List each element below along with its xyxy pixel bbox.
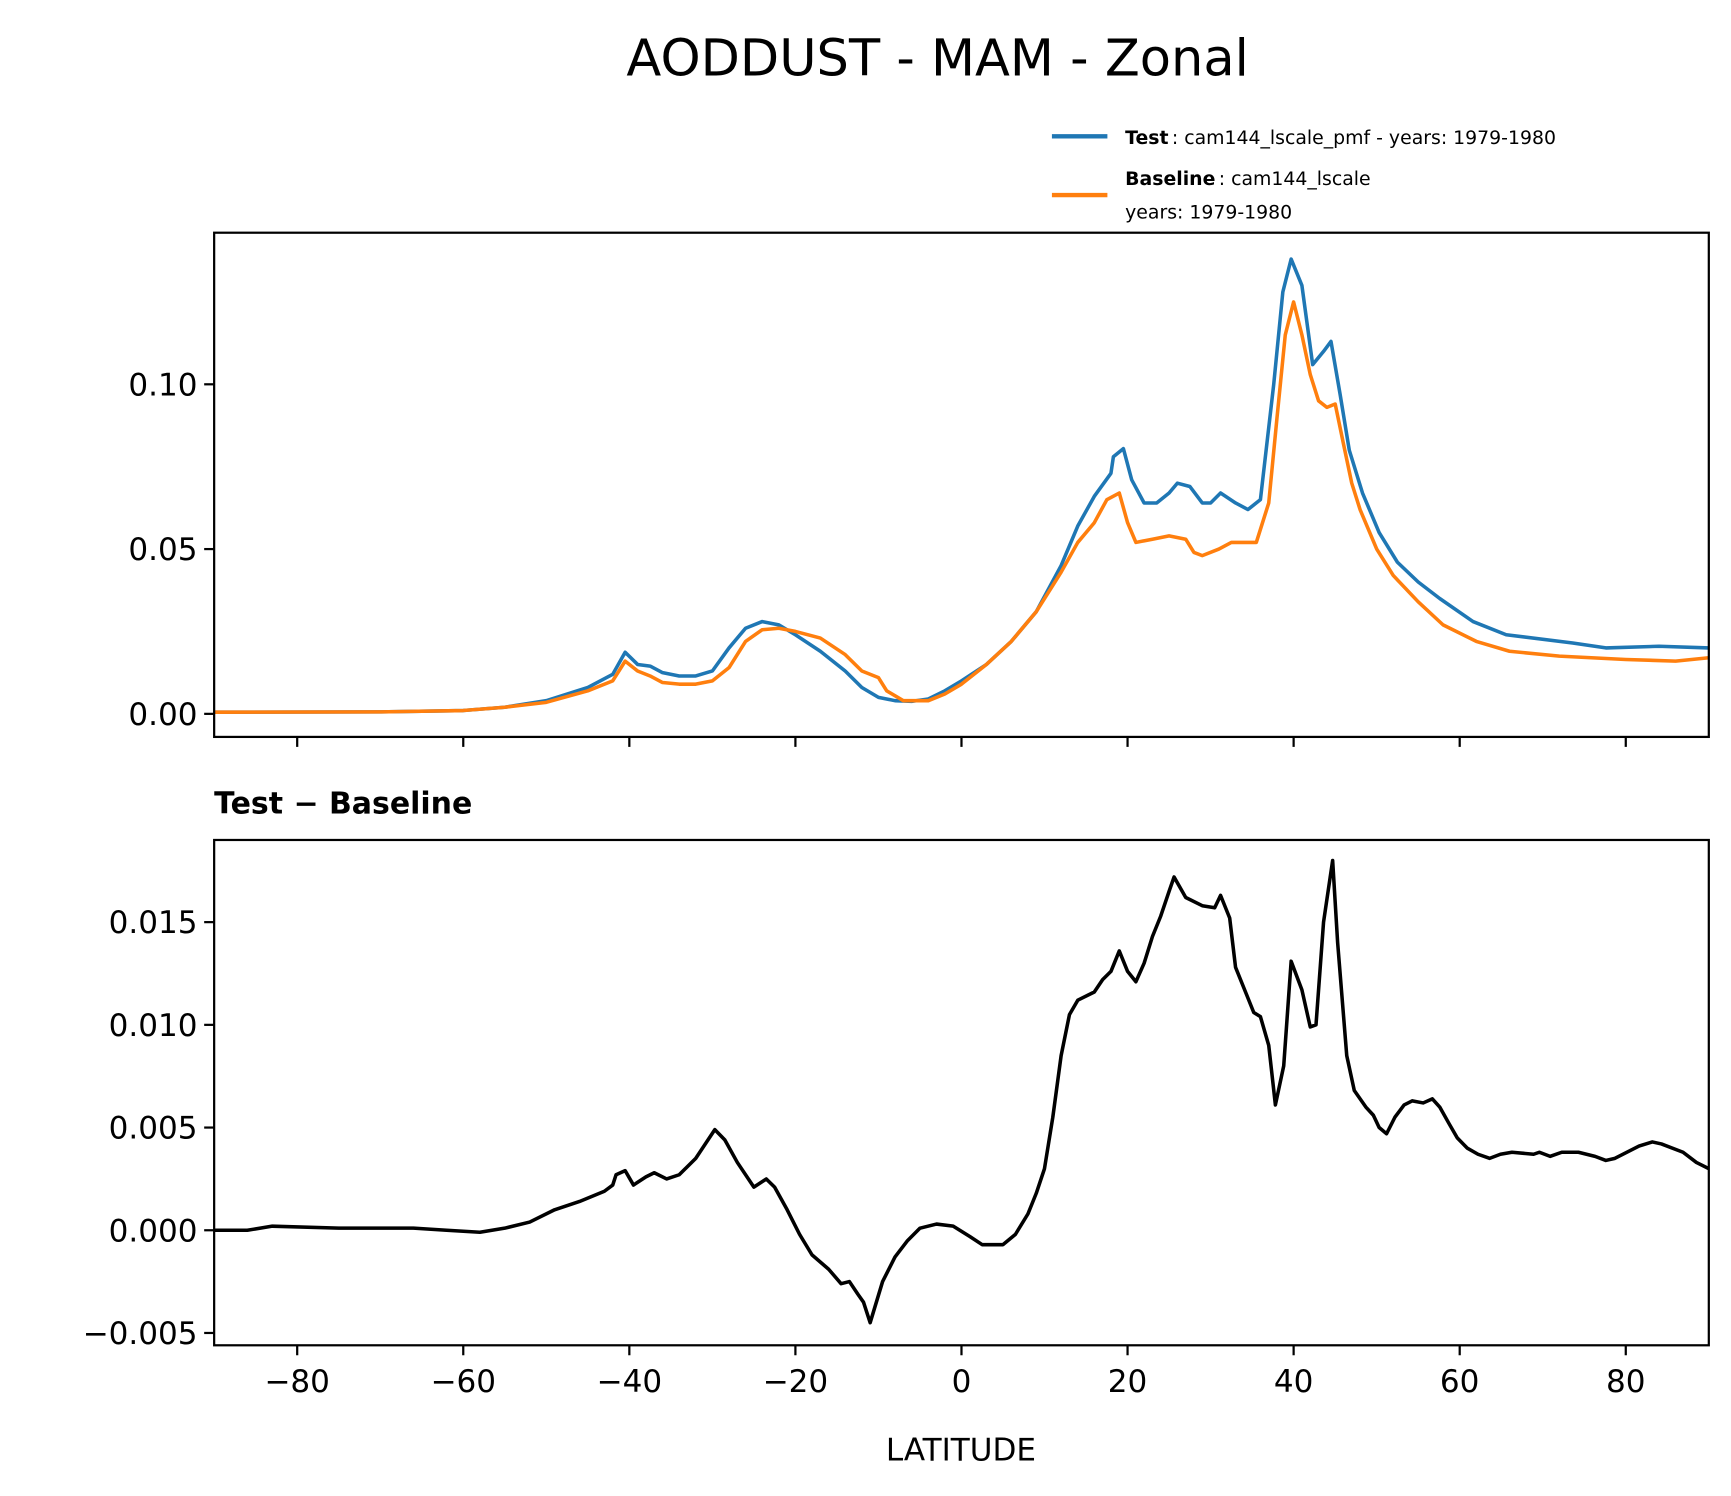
legend-label-test: Test: cam144_lscale_pmf - years: 1979-19… [1125, 128, 1556, 149]
diff-panel-title: Test − Baseline [214, 786, 472, 821]
y-tick-label: 0.010 [109, 1008, 198, 1044]
y-tick-label: −0.005 [83, 1316, 198, 1352]
legend-label-baseline: Baseline: cam144_lscale [1125, 169, 1370, 190]
y-tick-label: 0.05 [128, 532, 197, 568]
y-tick-label: 0.005 [109, 1111, 198, 1147]
top-panel: 0.00 0.05 0.10 [128, 231, 1710, 747]
x-axis-label: LATITUDE [886, 1433, 1036, 1469]
y-tick-label: 0.000 [109, 1213, 198, 1249]
x-tick-label: −40 [597, 1364, 663, 1400]
diff-panel: −80 −60 −40 −20 0 20 40 60 80 −0.005 0.000 0.005 0.0… [83, 838, 1710, 1400]
legend-baseline-text2: years: 1979-1980 [1125, 202, 1292, 223]
x-tick-label: 0 [952, 1364, 972, 1400]
legend: Test: cam144_lscale_pmf - years: 1979-19… [1051, 128, 1556, 223]
axes-frame [213, 838, 1710, 1347]
x-tick-label: −60 [430, 1364, 496, 1400]
x-tick-label: 40 [1274, 1364, 1314, 1400]
x-tick-label: 20 [1108, 1364, 1148, 1400]
x-tick-label: −80 [264, 1364, 330, 1400]
y-tick-label: 0.015 [109, 905, 198, 941]
x-tick-label: 80 [1606, 1364, 1646, 1400]
y-tick-label: 0.10 [128, 367, 197, 403]
legend-test-text: : cam144_lscale_pmf - years: 1979-1980 [1172, 128, 1556, 149]
axes-frame [213, 231, 1710, 739]
series-line-test-baseline [214, 858, 1709, 1325]
chart-title: AODDUST - MAM - Zonal [626, 29, 1248, 88]
legend-baseline-bold: Baseline [1125, 169, 1215, 190]
legend-baseline-text: : cam144_lscale [1219, 169, 1371, 190]
x-tick-label: 60 [1440, 1364, 1480, 1400]
x-tick-label: −20 [763, 1364, 829, 1400]
series-line-baseline [214, 300, 1709, 714]
series-line-test [214, 257, 1709, 714]
y-tick-label: 0.00 [128, 697, 197, 733]
legend-test-bold: Test [1125, 128, 1168, 149]
